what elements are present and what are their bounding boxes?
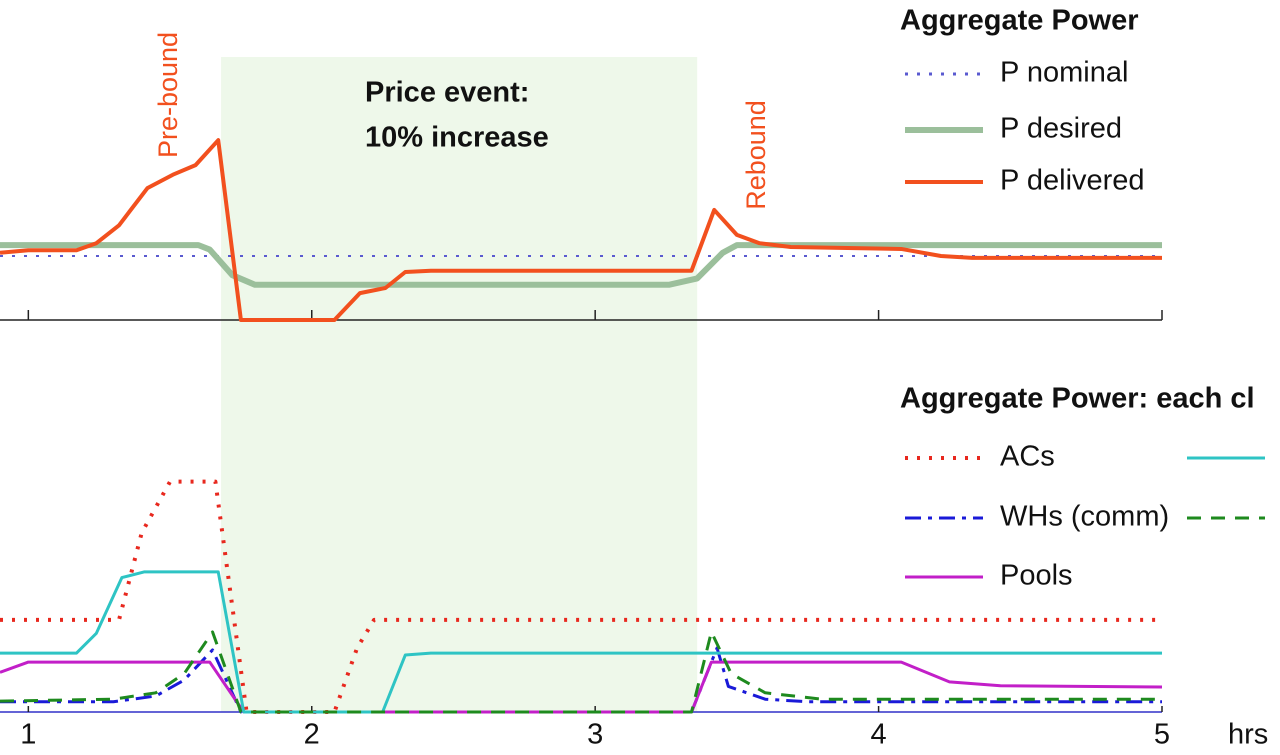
legend-label: P delivered: [1000, 165, 1145, 197]
series-line: [0, 630, 1162, 714]
legend-label: Pools: [1000, 560, 1073, 592]
plot-area: P nominal P desired P delivered 1 2 3 4 5 ACs WHs…: [0, 57, 1265, 751]
x-tick-label: 4: [871, 719, 887, 751]
series-line: [0, 138, 1162, 322]
x-tick-label: 1: [20, 719, 36, 751]
legend-label: WHs (comm): [1000, 501, 1169, 533]
shade-layer: [221, 57, 698, 712]
annotation: Pre-bound: [153, 32, 183, 158]
annotation: 10% increase: [365, 122, 549, 154]
legend-title: Aggregate Power: [900, 5, 1139, 37]
x-axis-label: hrs: [1228, 719, 1268, 751]
series-line: [0, 570, 1162, 714]
series-line: [0, 660, 1163, 714]
legend-title: Aggregate Power: each cl: [900, 383, 1255, 415]
x-tick-label: 2: [304, 719, 320, 751]
annotation: Price event:: [365, 77, 529, 109]
x-tick-label: 3: [587, 719, 603, 751]
price-event-shade: [221, 57, 698, 712]
series-line: [0, 242, 1162, 288]
annotation: Rebound: [741, 100, 771, 210]
legend-label: P desired: [1000, 113, 1122, 145]
legend-label: P nominal: [1000, 57, 1128, 89]
legend-label: ACs: [1000, 441, 1055, 473]
x-tick-label: 5: [1154, 719, 1170, 751]
